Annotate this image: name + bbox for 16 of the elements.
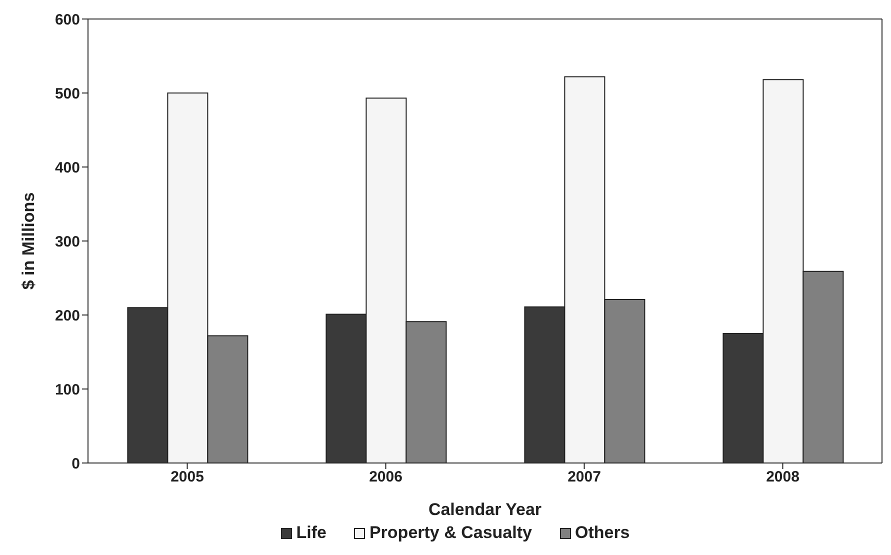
y-tick-label: 500 <box>54 85 80 102</box>
y-axis-title: $ in Millions <box>19 192 38 290</box>
x-axis-title: Calendar Year <box>428 500 542 519</box>
legend-label: Property & Casualty <box>368 523 532 543</box>
y-tick-label: 400 <box>54 159 80 176</box>
x-tick-label: 2005 <box>170 468 204 486</box>
x-tick-label: 2008 <box>766 468 800 486</box>
legend-label: Life <box>295 523 326 543</box>
y-tick-label: 100 <box>54 381 80 398</box>
y-tick-label: 600 <box>54 11 80 28</box>
x-tick-label: 2006 <box>369 468 402 486</box>
y-tick-label: 0 <box>72 455 80 472</box>
legend-label: Others <box>574 523 630 543</box>
y-tick-label: 300 <box>54 233 80 250</box>
y-tick-label: 200 <box>54 307 80 324</box>
x-tick-label: 2007 <box>568 468 601 486</box>
